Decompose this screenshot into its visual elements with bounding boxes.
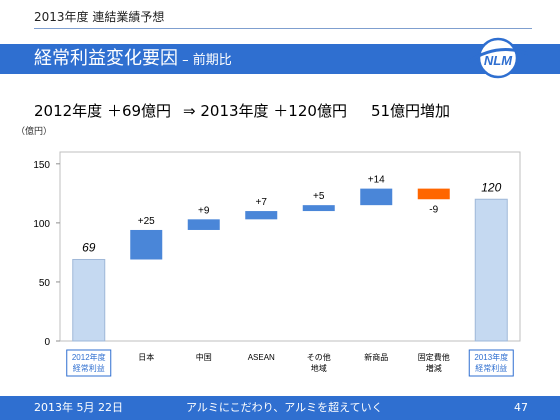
x-tick-label: ASEAN bbox=[248, 353, 275, 362]
bar-value-label: +14 bbox=[368, 175, 385, 186]
bar-value-label: +5 bbox=[313, 191, 325, 202]
x-tick-label: 中国 bbox=[196, 352, 212, 362]
footer-date: 2013年 5月 22日 bbox=[34, 401, 123, 414]
slide-title-main: 経常利益変化要因 bbox=[34, 48, 178, 69]
x-tick-label: 経常利益 bbox=[475, 363, 507, 373]
title-bar: 経常利益変化要因 – 前期比 bbox=[0, 44, 560, 74]
bar-value-label: 120 bbox=[481, 180, 501, 194]
bar-4 bbox=[245, 211, 278, 220]
bar-5 bbox=[302, 205, 335, 212]
bar-value-label: +25 bbox=[138, 216, 155, 227]
bar-2 bbox=[130, 229, 163, 260]
x-tick-label: 2013年度 bbox=[474, 352, 508, 362]
y-tick-label: 150 bbox=[33, 160, 50, 171]
x-tick-label: 固定費他 bbox=[418, 352, 450, 362]
summary-line: 2012年度 ＋69億円 ⇒ 2013年度 ＋120億円 51億円増加 bbox=[34, 100, 450, 121]
slide-title-sub: – 前期比 bbox=[178, 53, 232, 68]
summary-increase: 51億円増加 bbox=[370, 102, 451, 120]
x-tick-label: 地域 bbox=[311, 363, 327, 373]
x-tick-label: その他 bbox=[307, 352, 331, 362]
bar-1 bbox=[72, 258, 106, 342]
waterfall-chart: 050100150692012年度経常利益+25日本+9中国+7ASEAN+5そ… bbox=[33, 151, 521, 377]
x-tick-label: 経常利益 bbox=[73, 363, 105, 373]
slide-title: 経常利益変化要因 – 前期比 bbox=[34, 44, 232, 76]
bar-8 bbox=[474, 198, 508, 342]
category-label-box bbox=[66, 349, 112, 377]
x-tick-label: 増減 bbox=[426, 363, 442, 373]
summary-2012: 2012年度 ＋69億円 bbox=[34, 102, 172, 120]
category-label-box bbox=[468, 349, 514, 377]
bar-3 bbox=[187, 219, 220, 230]
y-tick-label: 100 bbox=[33, 219, 50, 230]
bar-value-label: +7 bbox=[256, 197, 268, 208]
plot-frame bbox=[59, 151, 521, 342]
bar-6 bbox=[360, 188, 393, 206]
x-tick-label: 日本 bbox=[138, 352, 154, 362]
x-tick-label: 新商品 bbox=[364, 352, 388, 362]
y-tick-label: 50 bbox=[39, 278, 51, 289]
footer-bar: 2013年 5月 22日 アルミにこだわり、アルミを超えていく 47 bbox=[0, 396, 560, 420]
page-number: 47 bbox=[514, 401, 528, 414]
header-divider bbox=[34, 28, 532, 29]
bar-value-label: -9 bbox=[429, 204, 438, 215]
x-tick-label: 2012年度 bbox=[72, 352, 106, 362]
company-logo: NLM bbox=[467, 37, 529, 79]
summary-2013: ⇒ 2013年度 ＋120億円 bbox=[183, 102, 347, 120]
bar-7 bbox=[417, 188, 450, 200]
bar-value-label: +9 bbox=[198, 205, 210, 216]
y-tick-label: 0 bbox=[44, 337, 50, 348]
y-axis-unit: （億円） bbox=[16, 127, 53, 137]
logo-text: NLM bbox=[484, 53, 513, 68]
section-label: 2013年度 連結業績予想 bbox=[34, 10, 165, 24]
footer-slogan: アルミにこだわり、アルミを超えていく bbox=[186, 401, 383, 414]
bar-value-label: 69 bbox=[82, 240, 96, 254]
